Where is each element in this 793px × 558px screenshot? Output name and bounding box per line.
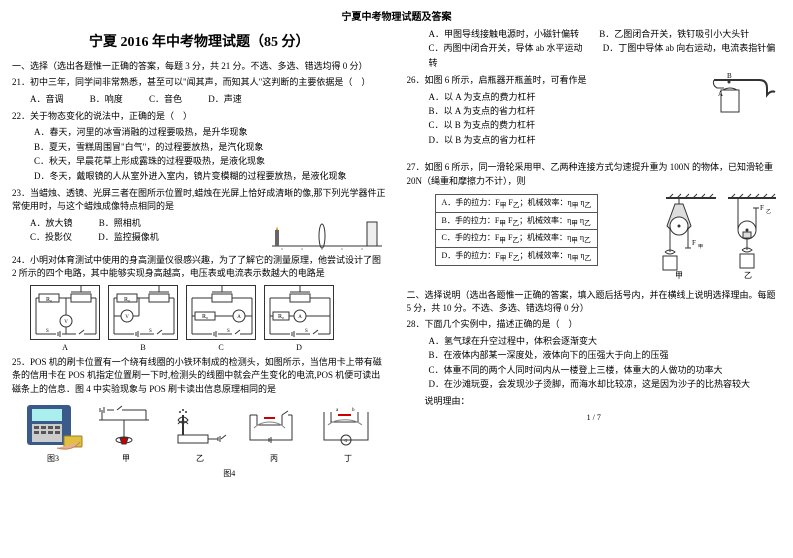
exam-title: 宁夏 2016 年中考物理试题（85 分） <box>12 31 387 51</box>
q27-figures: F甲 甲 F乙 乙 <box>661 190 781 282</box>
q21-opt-c: C．音色 <box>149 92 182 106</box>
q28-options: A．氢气球在升空过程中，体积会逐渐变大 B．在液体内部某一深度处，液体向下的压强… <box>429 334 782 392</box>
svg-text:F: F <box>760 204 764 212</box>
section1-heading: 一、选择（选出各题惟一正确的答案，每题 3 分，共 21 分。不选、多选、错选均… <box>12 59 387 72</box>
q22-options: A．春天，河里的冰雪消融的过程要吸热，是升华现象 B．夏天，雪糕周围冒"白气"，… <box>34 125 387 183</box>
svg-text:S: S <box>227 329 230 334</box>
svg-text:乙: 乙 <box>744 271 752 280</box>
svg-text:R₀: R₀ <box>278 314 284 320</box>
q25-fig-bing: 丙 <box>242 400 306 464</box>
q27-stem: 27．如图 6 所示，同一滑轮采用甲、乙两种连接方式匀速提升重为 100N 的物… <box>407 161 782 188</box>
svg-text:S: S <box>46 329 49 334</box>
svg-text:a: a <box>336 408 339 413</box>
q22-opt-d: D．冬天，戴眼镜的人从室外进入室内，镜片变模糊的过程要放热，是液化现象 <box>34 169 387 183</box>
q27-option-table: A．手的拉力：F甲 F乙；机械效率：η甲 η乙 B．手的拉力：F甲 F乙；机械效… <box>435 194 599 265</box>
left-column: 宁夏 2016 年中考物理试题（85 分） 一、选择（选出各题惟一正确的答案，每… <box>12 27 387 550</box>
svg-text:b: b <box>352 408 355 413</box>
q25-label-ding: 丁 <box>316 453 380 464</box>
q28-c: C．体重不同的两个人同时间内从一楼登上三楼，体重大的人做功的功率大 <box>429 363 782 377</box>
q26-c: C．以 B 为支点的费力杠杆 <box>429 118 782 132</box>
q24-label-a: A <box>30 343 100 352</box>
q21-opt-b: B．响度 <box>90 92 123 106</box>
svg-text:V: V <box>64 320 68 325</box>
q25-fig4-label: 图4 <box>72 468 387 479</box>
svg-text:S: S <box>305 329 308 334</box>
content-columns: 宁夏 2016 年中考物理试题（85 分） 一、选择（选出各题惟一正确的答案，每… <box>12 27 781 550</box>
q22-opt-c: C．秋天，早晨花草上形成露珠的过程要吸热，是液化现象 <box>34 154 387 168</box>
section2-heading: 二、选择说明（选出各题惟一正确的答案，填入题后括号内，并在横线上说明选择理由。每… <box>407 288 782 314</box>
q26-d: D．以 B 为支点的省力杠杆 <box>429 133 782 147</box>
q24-fig-b: R₀ V S B <box>108 285 178 352</box>
svg-text:R₀: R₀ <box>46 297 52 303</box>
svg-text:A: A <box>237 315 241 320</box>
q27-fig-yi: F乙 乙 <box>728 194 776 280</box>
q23-stem: 23．当蜡烛、透镜、光屏三者在图所示位置时,蜡烛在光屏上恰好成清晰的像,那下列光… <box>12 187 387 214</box>
q24-label-c: C <box>186 343 256 352</box>
q25-label-jia: 甲 <box>94 453 158 464</box>
svg-text:F: F <box>692 239 696 247</box>
q24-figures: R₀ V S A R₀ <box>30 285 387 352</box>
right-column: A．甲图导线接触电源时，小磁针偏转 B．乙图闭合开关，铁钉吸引小大头针 C．丙图… <box>407 27 782 550</box>
q27-row-d: D．手的拉力：F甲 F乙；机械效率：η甲 η乙 <box>435 248 598 266</box>
q24-label-b: B <box>108 343 178 352</box>
page-header: 宁夏中考物理试题及答案 <box>12 8 781 23</box>
svg-text:R₀: R₀ <box>202 314 208 320</box>
svg-text:S: S <box>149 329 152 334</box>
q27-row-a: A．手的拉力：F甲 F乙；机械效率：η甲 η乙 <box>435 195 598 213</box>
q21-stem: 21．初中三年，同学间非常熟悉，甚至可以"闻其声，而知其人"这判断的主要依据是（… <box>12 76 387 90</box>
svg-text:B: B <box>727 72 732 80</box>
q27-fig-jia: F甲 甲 <box>663 194 716 280</box>
svg-text:V: V <box>125 315 129 320</box>
q25-fig-ding: a b G 丁 <box>316 400 380 464</box>
q24-fig-d: A R₀ S D <box>264 285 334 352</box>
q21-options: A．音调 B．响度 C．音色 D．声速 <box>30 92 387 106</box>
q22-opt-a: A．春天，河里的冰雪消融的过程要吸热，是升华现象 <box>34 125 387 139</box>
q23-fig-optics <box>267 216 387 250</box>
q28-d: D．在沙滩玩耍，会发现沙子烫脚，而海水却比较凉，这是因为沙子的比热容较大 <box>429 377 782 391</box>
q27-row-b: B．手的拉力：F甲 F乙；机械效率：η甲 η乙 <box>435 212 598 230</box>
svg-text:甲: 甲 <box>698 244 703 250</box>
svg-text:R₀: R₀ <box>124 297 130 303</box>
svg-text:乙: 乙 <box>766 208 771 215</box>
q28-stem: 28．下面几个实例中，描述正确的是（ ） <box>407 318 782 332</box>
svg-text:甲: 甲 <box>675 271 683 280</box>
q25r-b: B．乙图闭合开关，铁钉吸引小大头针 <box>599 29 749 39</box>
q28-a: A．氢气球在升空过程中，体积会逐渐变大 <box>429 334 782 348</box>
q26-fig-opener: A B <box>709 70 781 120</box>
svg-text:G: G <box>345 438 348 443</box>
q23-opt-d: D．监控摄像机 <box>98 230 159 244</box>
q25r-a: A．甲图导线接触电源时，小磁针偏转 <box>429 29 580 39</box>
q25-fig-pos: 图3 <box>22 400 84 464</box>
q25-stem: 25．POS 机的刷卡位置有一个绕有线圈的小铁环制成的检测头，如图所示，当信用卡… <box>12 356 387 397</box>
q25-label-yi: 乙 <box>168 453 232 464</box>
q23-opt-a: A．放大镜 <box>30 216 73 230</box>
q24-fig-a: R₀ V S A <box>30 285 100 352</box>
q25-fig-jia: 甲 <box>94 400 158 464</box>
q25-right-options: A．甲图导线接触电源时，小磁针偏转 B．乙图闭合开关，铁钉吸引小大头针 C．丙图… <box>429 27 782 70</box>
q24-fig-c: A R₀ S C <box>186 285 256 352</box>
q28-reason: 说明理由： <box>425 395 782 409</box>
q24-stem: 24．小明对体育测试中使用的身高测量仪很感兴趣，为了了解它的测量原理，他尝试设计… <box>12 254 387 281</box>
q25-label-f3: 图3 <box>22 453 84 464</box>
q22-stem: 22．关于物态变化的说法中，正确的是（ ） <box>12 110 387 124</box>
page-number: 1 / 7 <box>407 413 782 422</box>
q25-fig-yi: 乙 <box>168 400 232 464</box>
q25-label-bing: 丙 <box>242 453 306 464</box>
q22-opt-b: B．夏天，雪糕周围冒"白气"，的过程要放热，是汽化现象 <box>34 140 387 154</box>
q28-b: B．在液体内部某一深度处，液体向下的压强大于向上的压强 <box>429 348 782 362</box>
q25r-c: C．丙图中闭合开关，导体 ab 水平运动 <box>429 43 583 53</box>
svg-text:A: A <box>298 315 302 320</box>
q27-row-c: C．手的拉力：F甲 F乙；机械效率：η甲 η乙 <box>435 230 598 248</box>
q24-label-d: D <box>264 343 334 352</box>
q21-opt-d: D．声速 <box>208 92 242 106</box>
q23-opt-b: B．照相机 <box>99 216 141 230</box>
q25-figures: 图3 甲 <box>22 400 387 464</box>
q21-opt-a: A．音调 <box>30 92 64 106</box>
q23-opt-c: C．投影仪 <box>30 230 72 244</box>
